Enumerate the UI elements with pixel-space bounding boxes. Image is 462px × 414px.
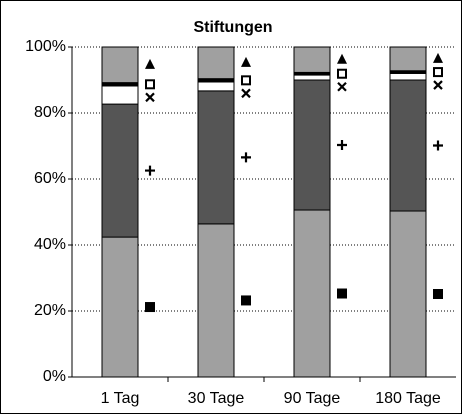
bar-segment: [389, 79, 427, 212]
bar-segment: [389, 72, 427, 81]
series-marker: [241, 88, 251, 99]
series-marker: [433, 52, 443, 63]
series-marker: [337, 140, 347, 151]
bar-segment: [293, 209, 331, 378]
marker-part: [145, 165, 155, 176]
marker-part: [433, 289, 443, 300]
marker-part: [145, 58, 155, 69]
series-marker: [241, 56, 251, 67]
y-tick-label: 100%: [25, 38, 66, 55]
marker-part: [241, 295, 251, 306]
x-tick-label: 30 Tage: [188, 390, 245, 407]
bar-segment: [293, 46, 331, 73]
series-marker: [145, 302, 155, 313]
x-tick-label: 90 Tage: [284, 390, 341, 407]
marker-part: [337, 288, 347, 299]
bar-segment: [389, 46, 427, 72]
marker-part: [241, 152, 251, 163]
marker-part: [433, 80, 443, 90]
marker-part: [433, 67, 443, 78]
marker-part: [241, 75, 251, 86]
series-marker: [145, 165, 155, 176]
bar-segment: [101, 103, 139, 238]
series-marker: [433, 289, 443, 300]
y-tick-label: 60%: [34, 170, 66, 187]
bar-segment: [101, 46, 139, 84]
marker-part: [433, 140, 443, 151]
chart-title: Stiftungen: [193, 19, 272, 36]
marker-part: [241, 88, 251, 99]
marker-part: [145, 302, 155, 313]
bar-segment: [197, 46, 235, 80]
series-marker: [433, 80, 443, 90]
x-tick-label: 180 Tage: [375, 390, 441, 407]
marker-part: [337, 53, 347, 64]
bar-segment: [197, 223, 235, 378]
marker-part: [241, 56, 251, 67]
y-tick-label: 0%: [43, 368, 66, 385]
series-marker: [337, 81, 347, 92]
marker-part: [145, 92, 155, 103]
series-marker: [337, 53, 347, 64]
series-marker: [337, 288, 347, 299]
marker-part: [433, 52, 443, 63]
series-marker: [337, 68, 347, 79]
marker-part: [145, 79, 155, 90]
x-tick-label: 1 Tag: [101, 390, 140, 407]
series-marker: [241, 75, 251, 86]
series-marker: [241, 152, 251, 163]
y-tick-label: 20%: [34, 302, 66, 319]
bar-segment: [293, 79, 331, 211]
marker-part: [337, 140, 347, 151]
bar-segment: [101, 85, 139, 105]
y-tick-label: 80%: [34, 104, 66, 121]
bar-segment: [197, 90, 235, 225]
bar-segment: [389, 210, 427, 378]
marker-part: [337, 68, 347, 79]
bar-segment: [293, 74, 331, 81]
marker-part: [337, 81, 347, 92]
series-marker: [145, 79, 155, 90]
bar-segment: [197, 81, 235, 92]
bar-segment: [101, 236, 139, 378]
y-tick-label: 40%: [34, 236, 66, 253]
series-marker: [433, 67, 443, 78]
series-marker: [433, 140, 443, 151]
series-marker: [145, 58, 155, 69]
series-marker: [145, 92, 155, 103]
series-marker: [241, 295, 251, 306]
